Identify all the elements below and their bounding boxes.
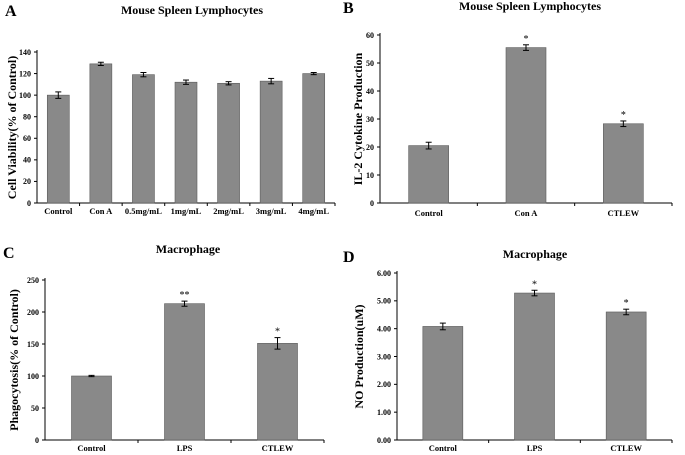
y-tick-label: 40 <box>366 87 374 96</box>
x-tick-label: 4mg/mL <box>298 206 329 216</box>
significance-marker: * <box>524 34 529 45</box>
panel-label: A <box>5 3 17 20</box>
significance-marker: * <box>624 298 629 309</box>
x-tick-label: CTLEW <box>608 208 640 218</box>
y-tick-label: 10 <box>366 171 374 180</box>
y-tick-label: 0 <box>27 199 31 208</box>
y-tick-label: 3.00 <box>377 352 391 361</box>
y-tick-label: 1.00 <box>377 408 391 417</box>
y-tick-label: 60 <box>366 31 374 40</box>
bar-2mg-ml <box>217 82 240 204</box>
x-tick-label: Con A <box>89 206 113 216</box>
y-tick-label: 40 <box>23 156 31 165</box>
chart-panel-b: B Mouse Spleen Lymphocytes IL-2 Cytokine P… <box>343 0 673 218</box>
chart-title: Mouse Spleen Lymphocytes <box>121 3 263 17</box>
y-tick-label: 20 <box>23 177 31 186</box>
bar-con-a <box>89 63 113 204</box>
significance-marker: ** <box>180 290 190 301</box>
bar-ctlew <box>257 343 298 441</box>
panel-label: B <box>343 0 354 17</box>
bar-lps <box>514 292 555 441</box>
y-tick-label: 0 <box>35 436 39 445</box>
y-tick-label: 6.00 <box>377 269 391 278</box>
x-tick-label: Control <box>77 443 106 453</box>
x-tick-label: 1mg/mL <box>171 206 202 216</box>
chart-panel-c: C Macrophage Phagocytosis(% of Control) 0 50… <box>3 242 325 453</box>
panel-label: C <box>3 245 15 262</box>
significance-marker: * <box>621 110 626 121</box>
significance-marker: * <box>275 327 280 338</box>
significance-marker: * <box>532 279 537 290</box>
y-tick-label: 120 <box>19 69 31 78</box>
y-tick-label: 150 <box>27 340 39 349</box>
y-tick-label: 80 <box>23 113 31 122</box>
y-tick-label: 5.00 <box>377 297 391 306</box>
y-tick-label: 2.00 <box>377 380 391 389</box>
x-tick-label: Control <box>415 208 444 218</box>
bar-control <box>422 326 464 441</box>
x-tick-label: Control <box>44 206 73 216</box>
bar-0-5mg-ml <box>132 74 155 204</box>
y-axis-label: Cell Viability(% of Control) <box>5 56 19 199</box>
panel-label: D <box>343 249 355 266</box>
y-axis-label: Phagocytosis(% of Control) <box>7 289 21 431</box>
x-tick-label: 0.5mg/mL <box>125 206 162 216</box>
y-tick-label: 30 <box>366 115 374 124</box>
x-tick-label: 2mg/mL <box>213 206 244 216</box>
bar-lps <box>164 303 205 441</box>
bar-4mg-ml <box>302 73 326 204</box>
bar-ctlew <box>605 311 647 441</box>
x-tick-label: LPS <box>527 443 543 453</box>
chart-panel-d: D Macrophage NO Production(uM) 0.00 1.00 2.00… <box>343 247 673 453</box>
chart-title: Mouse Spleen Lymphocytes <box>459 0 601 13</box>
x-tick-label: Control <box>429 443 458 453</box>
x-tick-label: LPS <box>177 443 193 453</box>
y-tick-label: 4.00 <box>377 324 391 333</box>
y-tick-label: 100 <box>27 372 39 381</box>
bar-control <box>46 94 70 204</box>
x-tick-label: Con A <box>515 208 539 218</box>
bar-3mg-ml <box>259 80 283 204</box>
y-axis-label: NO Production(uM) <box>352 304 366 408</box>
y-tick-label: 20 <box>366 143 374 152</box>
bar-control <box>408 145 449 204</box>
y-tick-label: 50 <box>366 59 374 68</box>
y-tick-label: 0 <box>370 199 374 208</box>
chart-title: Macrophage <box>503 247 568 261</box>
bar-ctlew <box>603 123 644 204</box>
y-tick-label: 50 <box>31 404 39 413</box>
y-tick-label: 140 <box>19 48 31 57</box>
bar-1mg-ml <box>174 81 198 204</box>
y-tick-label: 250 <box>27 276 39 285</box>
chart-panel-a: A Mouse Spleen Lymphocytes Cell Viability(… <box>5 3 336 216</box>
y-axis-label: IL-2 Cytokine Production <box>351 52 365 185</box>
x-tick-label: 3mg/mL <box>256 206 287 216</box>
y-tick-label: 60 <box>23 134 31 143</box>
bar-con-a <box>505 47 547 204</box>
bar-control <box>71 375 112 441</box>
y-tick-label: 200 <box>27 308 39 317</box>
x-tick-label: CTLEW <box>262 443 294 453</box>
y-tick-label: 100 <box>19 91 31 100</box>
y-tick-label: 0.00 <box>377 436 391 445</box>
chart-title: Macrophage <box>156 242 221 256</box>
x-tick-label: CTLEW <box>610 443 642 453</box>
